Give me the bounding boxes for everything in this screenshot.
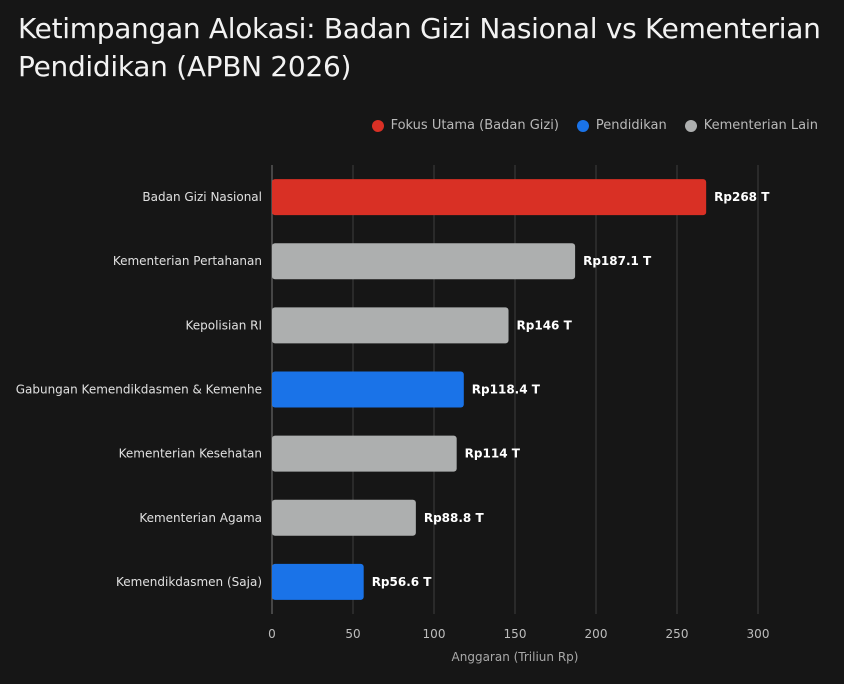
x-tick-label: 250 bbox=[666, 627, 689, 641]
x-axis-title: Anggaran (Triliun Rp) bbox=[452, 650, 579, 664]
x-tick-label: 150 bbox=[504, 627, 527, 641]
y-category-label: Kementerian Agama bbox=[139, 511, 262, 525]
x-tick-label: 50 bbox=[345, 627, 360, 641]
chart-legend: Fokus Utama (Badan Gizi) Pendidikan Keme… bbox=[371, 118, 818, 133]
y-category-label: Kepolisian RI bbox=[185, 318, 262, 332]
bar bbox=[272, 563, 364, 600]
legend-label-pendidikan: Pendidikan bbox=[595, 118, 667, 133]
bar-value-label: Rp118.4 T bbox=[472, 383, 541, 397]
x-tick-label: 300 bbox=[747, 627, 770, 641]
legend-item-pendidikan: Pendidikan bbox=[576, 118, 667, 133]
legend-label-kementerian-lain: Kementerian Lain bbox=[703, 118, 818, 133]
y-category-label: Kementerian Pertahanan bbox=[113, 254, 262, 268]
legend-item-kementerian-lain: Kementerian Lain bbox=[684, 118, 818, 133]
bar bbox=[272, 179, 707, 216]
bar bbox=[272, 371, 464, 408]
bar-value-label: Rp146 T bbox=[517, 318, 573, 332]
bar bbox=[272, 243, 576, 280]
chart-title: Ketimpangan Alokasi: Badan Gizi Nasional… bbox=[18, 12, 821, 83]
legend-item-badan-gizi: Fokus Utama (Badan Gizi) bbox=[371, 118, 559, 133]
legend-dot-pendidikan bbox=[576, 119, 589, 132]
legend-dot-kementerian-lain bbox=[684, 119, 697, 132]
bar bbox=[272, 499, 416, 536]
y-category-label: Badan Gizi Nasional bbox=[142, 190, 262, 204]
x-tick-label: 0 bbox=[268, 627, 276, 641]
y-category-label: Kementerian Kesehatan bbox=[119, 447, 262, 461]
x-tick-label: 200 bbox=[585, 627, 608, 641]
x-tick-label: 100 bbox=[423, 627, 446, 641]
legend-label-badan-gizi: Fokus Utama (Badan Gizi) bbox=[390, 118, 559, 133]
legend-dot-badan-gizi bbox=[371, 119, 384, 132]
y-category-label: Gabungan Kemendikdasmen & Kemenhe bbox=[16, 383, 262, 397]
bar-value-label: Rp56.6 T bbox=[372, 575, 433, 589]
bar-value-label: Rp88.8 T bbox=[424, 511, 485, 525]
bar bbox=[272, 435, 457, 472]
bar-value-label: Rp114 T bbox=[465, 447, 521, 461]
bar-value-label: Rp187.1 T bbox=[583, 254, 652, 268]
y-category-label: Kemendikdasmen (Saja) bbox=[116, 575, 262, 589]
bar bbox=[272, 307, 509, 344]
bar-value-label: Rp268 T bbox=[714, 190, 770, 204]
